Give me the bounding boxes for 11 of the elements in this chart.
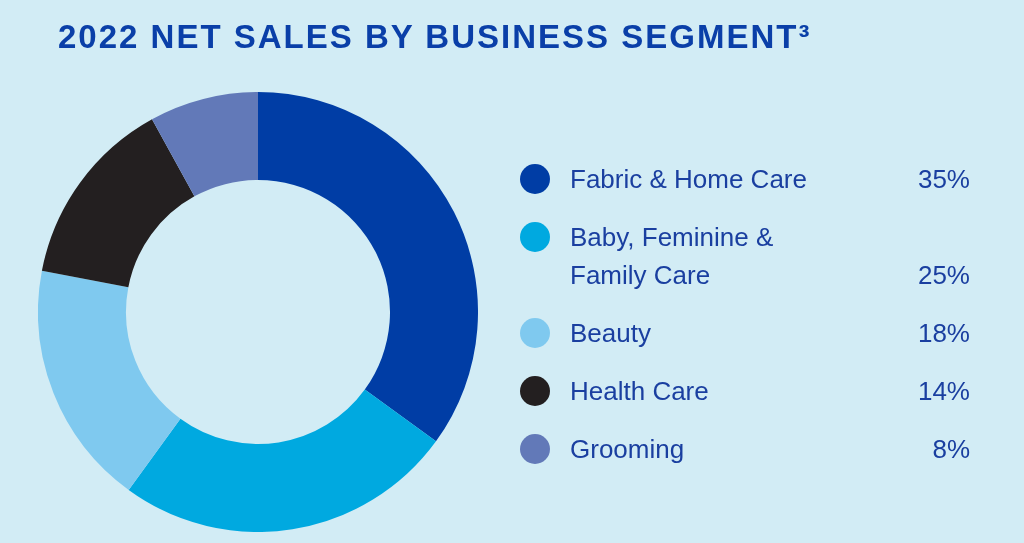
legend-label: Baby, Feminine & Family Care (570, 221, 775, 292)
legend-label: Beauty (570, 317, 652, 350)
legend-label: Fabric & Home Care (570, 163, 808, 196)
data-label: 14% (916, 375, 970, 408)
chart-title: 2022 NET SALES BY BUSINESS SEGMENT³ (58, 18, 812, 56)
data-label: 18% (916, 317, 970, 350)
legend-label: Health Care (570, 375, 710, 408)
data-label: 35% (916, 163, 970, 196)
data-label: 25% (916, 259, 970, 292)
legend-label: Grooming (570, 433, 686, 466)
data-label: 8% (931, 433, 970, 466)
